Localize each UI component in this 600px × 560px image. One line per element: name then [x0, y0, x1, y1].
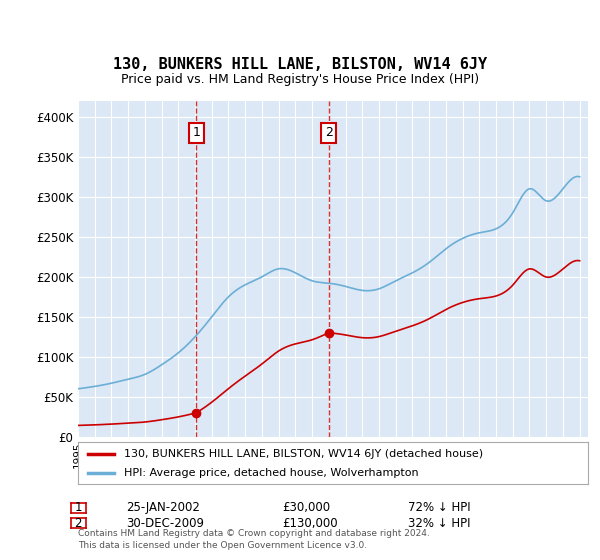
Text: Price paid vs. HM Land Registry's House Price Index (HPI): Price paid vs. HM Land Registry's House …	[121, 73, 479, 86]
Text: 130, BUNKERS HILL LANE, BILSTON, WV14 6JY: 130, BUNKERS HILL LANE, BILSTON, WV14 6J…	[113, 57, 487, 72]
Text: Contains HM Land Registry data © Crown copyright and database right 2024.
This d: Contains HM Land Registry data © Crown c…	[78, 529, 430, 550]
Text: 32% ↓ HPI: 32% ↓ HPI	[408, 516, 470, 530]
Text: 1: 1	[192, 127, 200, 139]
Text: 2: 2	[74, 516, 82, 530]
Text: 72% ↓ HPI: 72% ↓ HPI	[408, 501, 470, 515]
Text: 30-DEC-2009: 30-DEC-2009	[126, 516, 204, 530]
Text: HPI: Average price, detached house, Wolverhampton: HPI: Average price, detached house, Wolv…	[124, 468, 419, 478]
Text: £130,000: £130,000	[282, 516, 338, 530]
Text: 25-JAN-2002: 25-JAN-2002	[126, 501, 200, 515]
Text: 1: 1	[74, 501, 82, 515]
Text: 2: 2	[325, 127, 332, 139]
Text: £30,000: £30,000	[282, 501, 330, 515]
Text: 130, BUNKERS HILL LANE, BILSTON, WV14 6JY (detached house): 130, BUNKERS HILL LANE, BILSTON, WV14 6J…	[124, 449, 483, 459]
